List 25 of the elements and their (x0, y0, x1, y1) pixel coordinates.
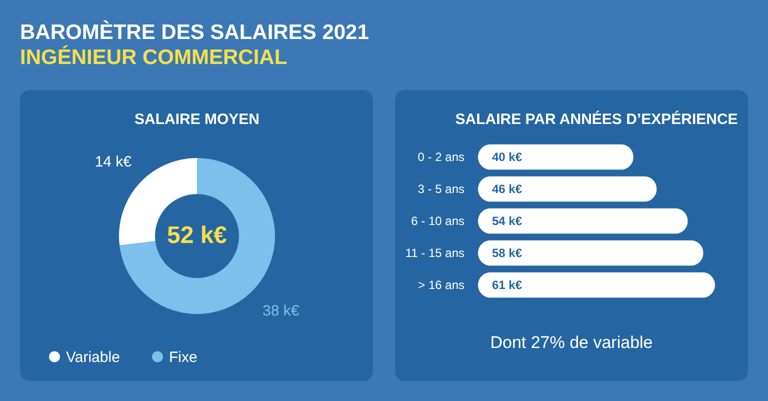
data-label: 40 k€ (492, 150, 522, 164)
bar (478, 272, 715, 298)
text: BAROMÈTRE DES SALAIRES 2021 (20, 20, 369, 45)
y-tick-label: 6 - 10 ans (411, 214, 464, 228)
bar (478, 240, 704, 266)
legend-label: Variable (66, 348, 120, 366)
y-tick-label: 11 - 15 ans (405, 246, 464, 260)
bar (478, 208, 688, 234)
data-label: 14 k€ (94, 154, 132, 171)
data-label: 54 k€ (492, 214, 522, 228)
text: Dont 27% de variable (489, 333, 654, 353)
text: INGÉNIEUR COMMERCIAL (20, 45, 288, 70)
y-tick-label: 3 - 5 ans (418, 182, 464, 196)
text: 52 k€ (166, 222, 227, 249)
data-label: 61 k€ (492, 278, 522, 292)
chart-title: SALAIRE PAR ANNÉES D’EXPÉRIENCE (455, 110, 738, 128)
bar (478, 144, 634, 170)
y-tick-label: 0 - 2 ans (418, 150, 464, 164)
legend-label: Fixe (168, 348, 197, 366)
y-tick-label: > 16 ans (418, 278, 464, 292)
bar (478, 176, 657, 202)
chart-title: SALAIRE MOYEN (134, 111, 260, 128)
data-label: 58 k€ (492, 246, 522, 260)
data-label: 38 k€ (262, 302, 300, 320)
data-label: 46 k€ (492, 182, 522, 196)
